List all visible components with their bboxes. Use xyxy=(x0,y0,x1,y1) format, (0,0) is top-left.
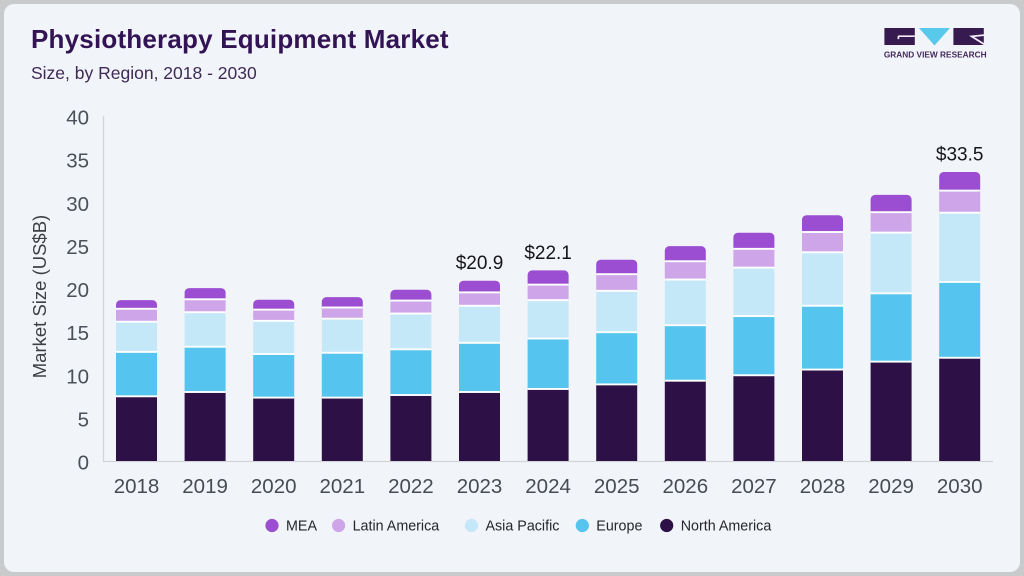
svg-text:Market Size (US$B): Market Size (US$B) xyxy=(29,215,50,378)
svg-text:15: 15 xyxy=(66,322,89,345)
svg-text:35: 35 xyxy=(66,150,89,173)
svg-text:2029: 2029 xyxy=(868,475,914,498)
svg-text:30: 30 xyxy=(66,193,89,216)
svg-text:20: 20 xyxy=(66,279,89,302)
svg-text:2018: 2018 xyxy=(114,475,160,498)
svg-text:2028: 2028 xyxy=(800,475,846,498)
svg-text:MEA: MEA xyxy=(286,519,317,535)
svg-text:0: 0 xyxy=(78,452,89,475)
svg-text:2027: 2027 xyxy=(731,475,777,498)
svg-text:2030: 2030 xyxy=(937,475,983,498)
svg-text:2025: 2025 xyxy=(594,475,640,498)
svg-text:$20.9: $20.9 xyxy=(456,253,504,274)
svg-text:Europe: Europe xyxy=(596,519,642,535)
svg-text:$22.1: $22.1 xyxy=(524,243,572,264)
svg-text:25: 25 xyxy=(66,236,89,259)
svg-text:North America: North America xyxy=(681,519,772,535)
svg-text:GRAND VIEW RESEARCH: GRAND VIEW RESEARCH xyxy=(884,50,987,60)
svg-text:Latin America: Latin America xyxy=(353,519,440,535)
svg-text:2022: 2022 xyxy=(388,475,434,498)
svg-text:10: 10 xyxy=(66,365,89,388)
svg-text:2023: 2023 xyxy=(457,475,503,498)
svg-text:2026: 2026 xyxy=(662,475,708,498)
svg-text:2024: 2024 xyxy=(525,475,571,498)
svg-text:2021: 2021 xyxy=(319,475,365,498)
svg-text:Asia Pacific: Asia Pacific xyxy=(486,519,560,535)
svg-text:$33.5: $33.5 xyxy=(936,145,984,166)
svg-text:40: 40 xyxy=(66,107,89,130)
svg-text:5: 5 xyxy=(78,409,89,432)
svg-text:2020: 2020 xyxy=(251,475,297,498)
svg-text:2019: 2019 xyxy=(182,475,228,498)
